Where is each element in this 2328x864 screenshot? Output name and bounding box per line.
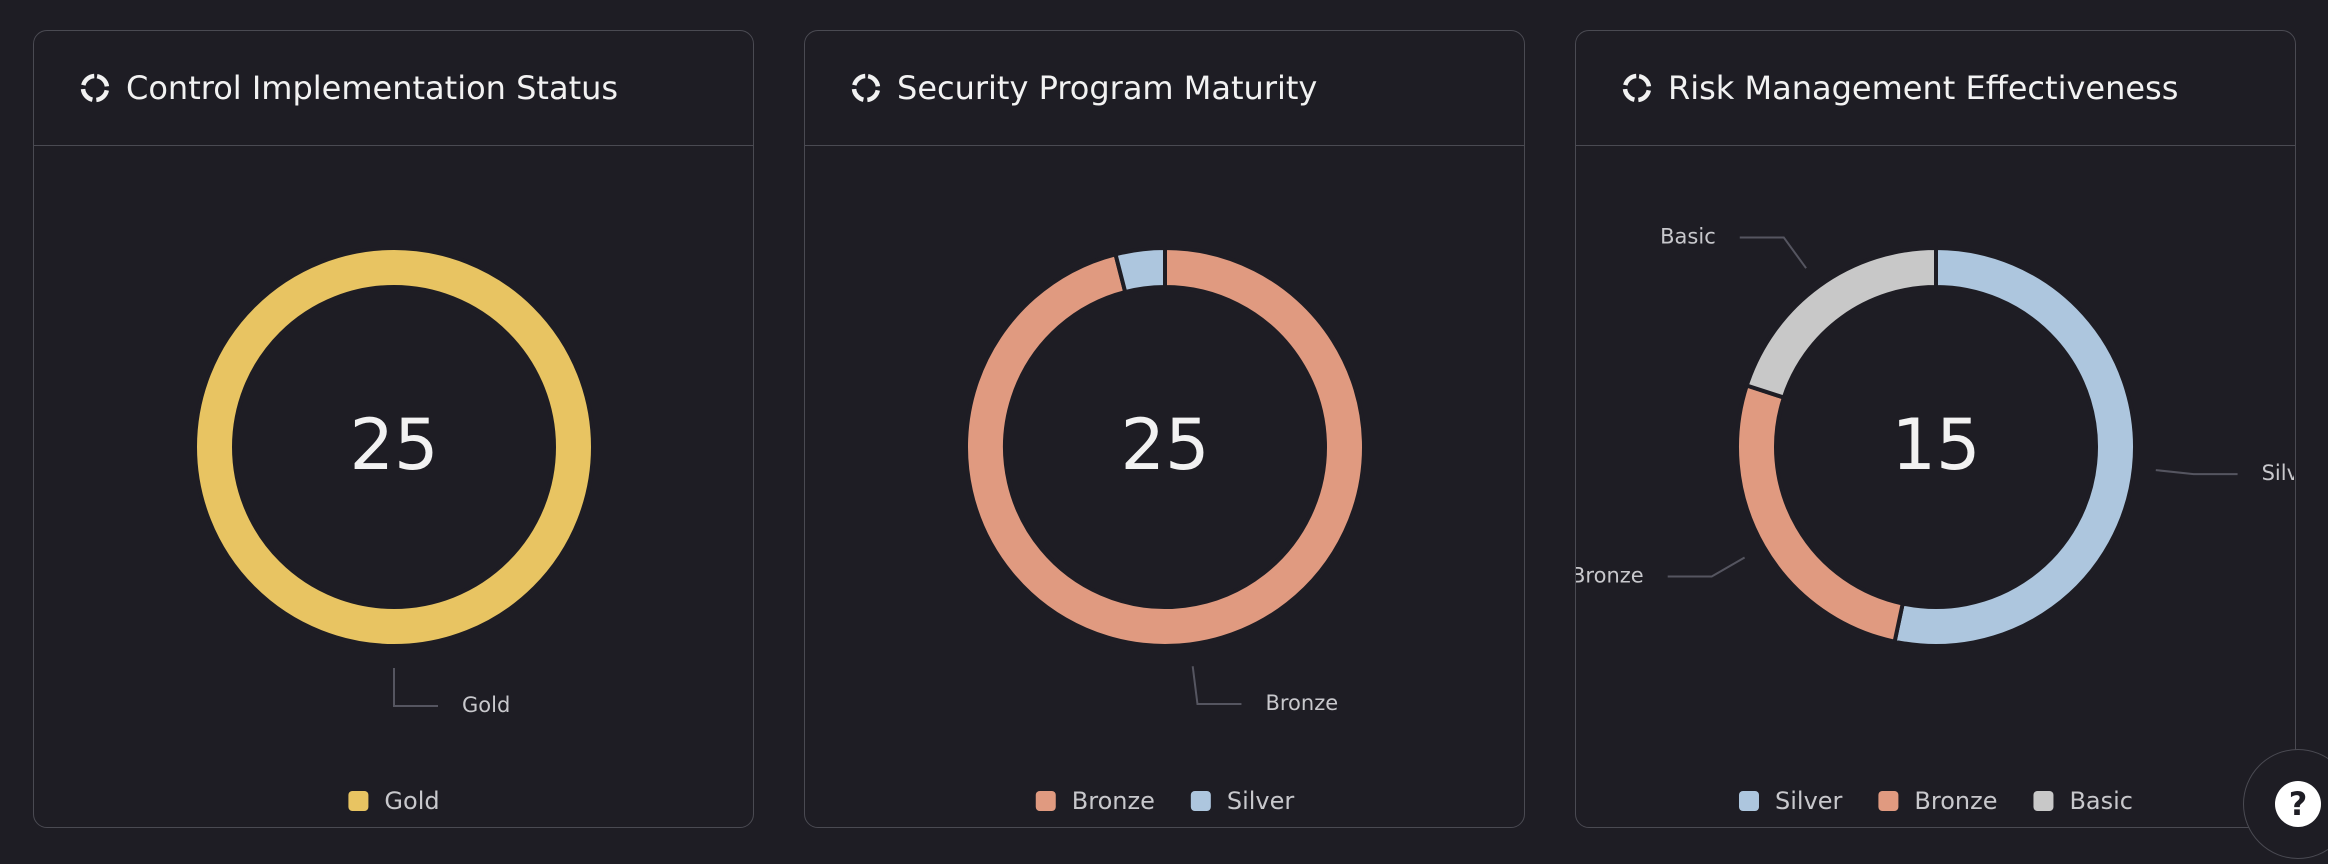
icon-ring [851, 73, 881, 103]
leader-line [1739, 236, 1807, 269]
legend-label: Silver [1775, 787, 1843, 815]
donut-slice [1735, 383, 1905, 644]
donut-slice [1113, 246, 1167, 295]
legend-swatch [1878, 791, 1899, 811]
center-value: 25 [349, 404, 438, 486]
slice-label: Basic [1660, 224, 1716, 248]
chart: Bronze 25 Bronze Silver [964, 246, 1366, 815]
center-value: 25 [1120, 404, 1209, 486]
chart: Gold 25 Gold [193, 246, 595, 815]
chart-title: Risk Management Effectiveness [1668, 69, 2179, 107]
chart-card: Security Program Maturity Bronze 25 Bronze S… [804, 30, 1525, 828]
donut-slice [1892, 246, 2137, 648]
leader-line [2155, 469, 2238, 476]
slice-label: Gold [462, 693, 510, 717]
legend: Bronze Silver [1035, 787, 1295, 815]
leader-line [393, 668, 438, 707]
chart-title: Control Implementation Status [126, 69, 619, 107]
donut-slice [193, 246, 595, 648]
slice-label: Bronze [1265, 691, 1338, 715]
title-icon [851, 73, 881, 103]
chart-card: Control Implementation Status Gold 25 Gold [33, 30, 754, 828]
leader-line [1667, 556, 1746, 578]
icon-ring [1622, 73, 1652, 103]
legend: Silver Bronze Basic [1738, 787, 2133, 815]
title-icon [1622, 73, 1652, 103]
legend-label: Basic [2069, 787, 2133, 815]
card-header: Control Implementation Status [34, 31, 753, 146]
legend-swatch [348, 791, 369, 811]
chart-title: Security Program Maturity [897, 69, 1318, 107]
icon-ring [80, 73, 110, 103]
legend-swatch [2033, 791, 2054, 811]
legend-swatch [1190, 791, 1211, 811]
chart-card: Risk Management Effectiveness Silver Bronz… [1575, 30, 2296, 828]
legend-swatch [1738, 791, 1759, 811]
card-header: Risk Management Effectiveness [1576, 31, 2295, 146]
help-button[interactable]: ? [2243, 749, 2328, 859]
donut-slice [1744, 246, 1938, 400]
leader-line [1191, 666, 1242, 705]
legend-label: Gold [384, 787, 439, 815]
card-header: Security Program Maturity [805, 31, 1524, 146]
slice-label: Silver [2262, 461, 2294, 485]
legend-swatch [1035, 791, 1056, 811]
donut-slice [964, 246, 1366, 648]
chart: Silver Bronze Basic 15 Silver Bronze Basic [1576, 224, 2294, 815]
legend-label: Silver [1227, 787, 1295, 815]
legend: Gold [348, 787, 440, 815]
title-icon [80, 73, 110, 103]
legend-label: Bronze [1914, 787, 1997, 815]
help-icon: ? [2275, 781, 2321, 827]
slice-label: Bronze [1576, 564, 1644, 588]
legend-label: Bronze [1072, 787, 1155, 815]
center-value: 15 [1891, 404, 1980, 486]
